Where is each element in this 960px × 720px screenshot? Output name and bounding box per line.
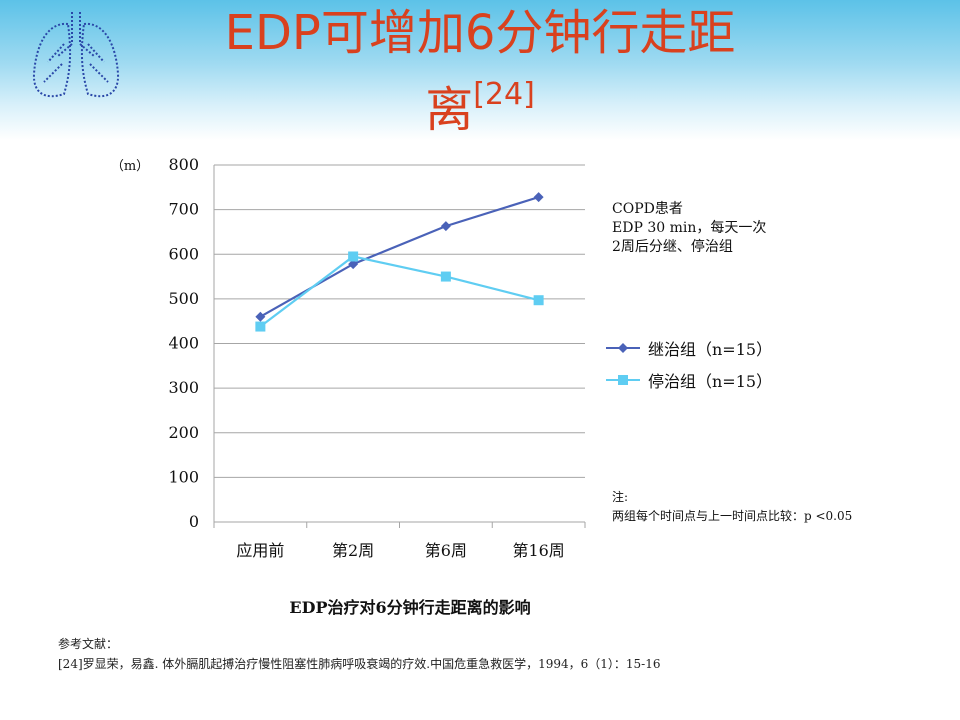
- series-2-point-2: [348, 251, 359, 262]
- references: 参考文献： [24]罗显荣，易鑫. 体外膈肌起搏治疗慢性阻塞性肺病呼吸衰竭的疗效…: [58, 634, 660, 674]
- series-1-point-4: [533, 192, 544, 203]
- series-2-point-3: [440, 271, 451, 282]
- condition-line-1: COPD患者: [612, 201, 683, 217]
- reference-entry: [24]罗显荣，易鑫. 体外膈肌起搏治疗慢性阻塞性肺病呼吸衰竭的疗效.中国危重急…: [58, 657, 661, 671]
- references-heading: 参考文献：: [58, 637, 119, 651]
- x-tick-label-1: 第2周: [332, 541, 374, 560]
- series-line-2: [259, 255, 539, 328]
- y-axis-unit-label: （m）: [111, 159, 149, 174]
- title-banner: [0, 0, 960, 140]
- series-1-point-2: [348, 259, 359, 270]
- condition-line-3: 2周后分继、停治组: [612, 239, 733, 255]
- series-2-point-4: [533, 295, 544, 306]
- statistics-note-label: 注:: [612, 490, 629, 504]
- legend-diamond-icon: [606, 343, 640, 353]
- series-1-point-3: [440, 221, 451, 232]
- statistics-note: 注: 两组每个时间点与上一时间点比较：p <0.05: [612, 488, 852, 526]
- legend-label-continue: 继治组（n=15）: [648, 340, 773, 359]
- legend-label-stop: 停治组（n=15）: [648, 372, 773, 391]
- series-1-point-1: [255, 311, 266, 322]
- x-tick-label-0: 应用前: [236, 541, 284, 560]
- series-2-point-1: [255, 321, 266, 332]
- y-tick-label-700: 700: [168, 200, 199, 219]
- chart-series: [255, 192, 544, 332]
- chart-legend: 继治组（n=15） 停治组（n=15）: [606, 332, 772, 396]
- title-main: EDP可增加6分钟行走距: [224, 5, 736, 61]
- y-tick-label-100: 100: [168, 467, 199, 486]
- legend-item-continue: 继治组（n=15）: [606, 332, 772, 364]
- title-second: 离: [425, 82, 474, 138]
- y-tick-label-300: 300: [168, 378, 199, 397]
- title-reference: [24]: [473, 77, 535, 112]
- y-tick-label-800: 800: [168, 155, 199, 174]
- study-condition-note: COPD患者 EDP 30 min，每天一次 2周后分继、停治组: [612, 200, 766, 257]
- legend-square-icon: [606, 375, 640, 385]
- chart-caption: EDP治疗对6分钟行走距离的影响: [289, 598, 531, 617]
- chart-gridlines: [214, 164, 585, 523]
- condition-line-2: EDP 30 min，每天一次: [612, 220, 767, 236]
- y-tick-label-200: 200: [168, 423, 199, 442]
- x-tick-label-3: 第16周: [512, 541, 564, 560]
- slide-title: EDP可增加6分钟行走距 离[24]: [140, 2, 820, 141]
- y-tick-label-400: 400: [168, 334, 199, 353]
- y-tick-label-500: 500: [168, 289, 199, 308]
- legend-item-stop: 停治组（n=15）: [606, 364, 772, 396]
- x-tick-label-2: 第6周: [425, 541, 467, 560]
- statistics-note-text: 两组每个时间点与上一时间点比较：p <0.05: [612, 509, 853, 523]
- y-tick-label-0: 0: [189, 512, 199, 531]
- chart-axes: 0 100 200 300 400 500 600 700 800 （m） 应用前 第2周 第6周 第16…: [111, 155, 586, 560]
- y-tick-label-600: 600: [168, 244, 199, 263]
- lung-logo-icon: [32, 12, 120, 98]
